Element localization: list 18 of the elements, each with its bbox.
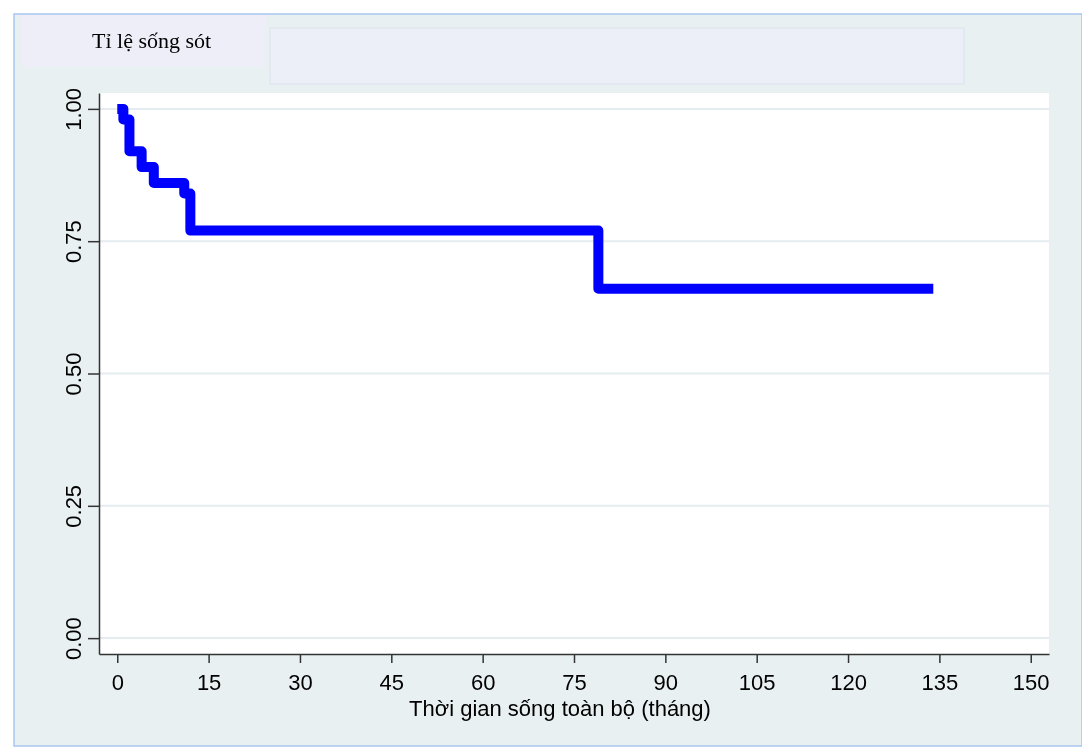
x-axis-title: Thời gian sống toàn bộ (tháng) [409,696,711,721]
y-tick-label: 0.50 [60,352,86,396]
x-tick-label: 90 [653,670,679,696]
y-tick-label: 0.00 [60,617,86,661]
x-tick-label: 15 [196,670,222,696]
x-tick-label: 75 [562,670,587,696]
y-tick-label: 1.00 [60,87,86,131]
x-tick-label: 45 [379,670,405,696]
y-tick-label: 0.25 [60,484,86,528]
y-tick-label: 0.75 [60,220,86,264]
x-tick-label: 0 [111,670,124,696]
x-tick-label: 105 [738,670,776,696]
y-axis-title: Tỉ lệ sống sót [92,28,212,53]
x-tick-label: 30 [288,670,313,696]
x-tick-label: 60 [470,670,496,696]
x-tick-label: 120 [830,670,867,696]
x-tick-label: 150 [1012,670,1050,696]
x-tick-label: 135 [921,670,959,696]
